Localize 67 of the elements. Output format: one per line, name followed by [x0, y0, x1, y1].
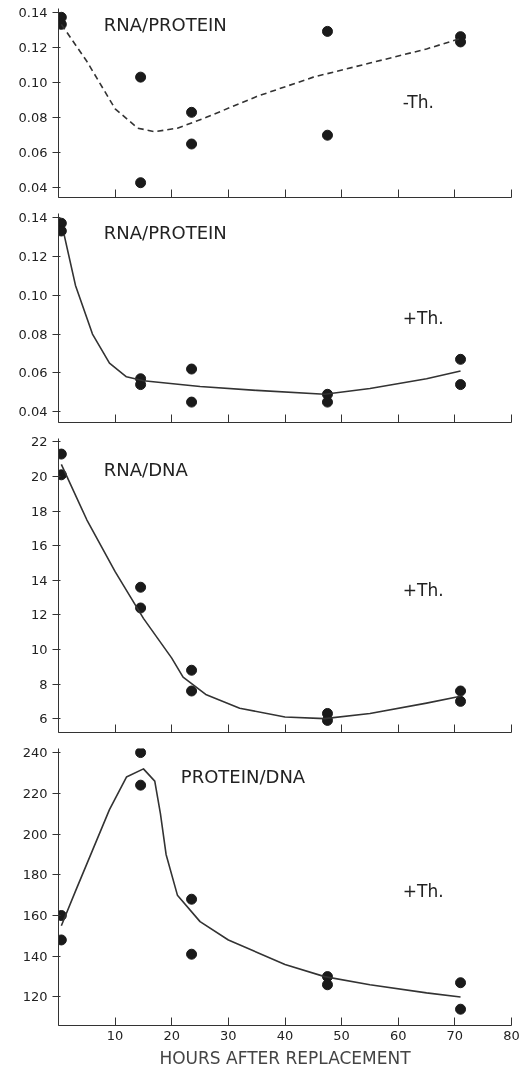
y-tick-label: 6 [39, 711, 48, 727]
point [186, 396, 198, 408]
point [135, 581, 147, 593]
x-tick-label: 20 [163, 1027, 181, 1043]
point [135, 71, 147, 83]
y-tick-label: 0.06 [18, 365, 48, 381]
y-tick-label: 10 [30, 641, 48, 657]
y-tick-label: 0.14 [18, 4, 48, 20]
y-tick-label: 0.10 [18, 74, 48, 90]
x-tick-label: 50 [333, 1027, 350, 1043]
y-tick-label: 14 [30, 572, 48, 588]
point [186, 664, 198, 676]
x-tick-label: 80 [503, 1027, 520, 1043]
y-tick-label: 200 [22, 826, 48, 842]
point [455, 977, 467, 989]
text: RNA/DNA [103, 458, 189, 480]
y-tick-label: 12 [30, 607, 48, 623]
y-tick-label: 160 [22, 908, 48, 924]
line-series [60, 768, 462, 998]
point [455, 695, 467, 707]
y-tick-label: 0.06 [18, 145, 48, 161]
y-tick-label: 16 [30, 538, 48, 554]
point [186, 106, 198, 118]
point [186, 363, 198, 375]
y-tick-label: 120 [22, 989, 48, 1005]
x-tick-label: 70 [446, 1027, 464, 1043]
x-tick-label: 40 [276, 1027, 294, 1043]
y-tick-label: 220 [22, 785, 48, 801]
x-tick-label: 30 [220, 1027, 237, 1043]
point [135, 748, 147, 759]
text: RNA/PROTEIN [103, 221, 227, 243]
y-tick-label: 0.10 [18, 287, 48, 303]
y-tick-label: 8 [39, 676, 48, 692]
point [186, 685, 198, 697]
chart-title: RNA/PROTEIN [103, 13, 227, 35]
x-tick-label: 60 [389, 1027, 407, 1043]
y-tick-label: 22 [30, 434, 48, 450]
annotation: +Th. [402, 880, 444, 901]
point [455, 353, 467, 365]
y-tick-label: 0.08 [18, 110, 48, 126]
x-tick-label: 10 [106, 1027, 124, 1043]
point [321, 25, 333, 37]
y-tick-label: 0.04 [18, 180, 48, 196]
annotation: -Th. [402, 92, 434, 113]
y-tick-label: 240 [22, 745, 48, 761]
y-tick-label: 20 [30, 469, 48, 485]
annotation: +Th. [402, 580, 444, 601]
point [455, 379, 467, 391]
y-tick-label: 140 [22, 948, 48, 964]
x-axis-title: HOURS AFTER REPLACEMENT [159, 1047, 412, 1068]
point [321, 129, 333, 141]
y-tick-label: 0.04 [18, 404, 48, 420]
y-tick-label: 0.12 [18, 248, 48, 264]
y-tick-label: 0.14 [18, 209, 48, 225]
point [186, 893, 198, 905]
point [455, 1003, 467, 1015]
y-tick-label: 180 [22, 867, 48, 883]
annotation: +Th. [402, 308, 444, 329]
point [135, 779, 147, 791]
y-tick-label: 0.08 [18, 326, 48, 342]
point [186, 138, 198, 150]
y-tick-label: 0.12 [18, 39, 48, 55]
point [135, 177, 147, 189]
y-tick-label: 18 [30, 503, 48, 519]
point [186, 948, 198, 960]
point [455, 685, 467, 697]
text: PROTEIN/DNA [180, 766, 306, 788]
